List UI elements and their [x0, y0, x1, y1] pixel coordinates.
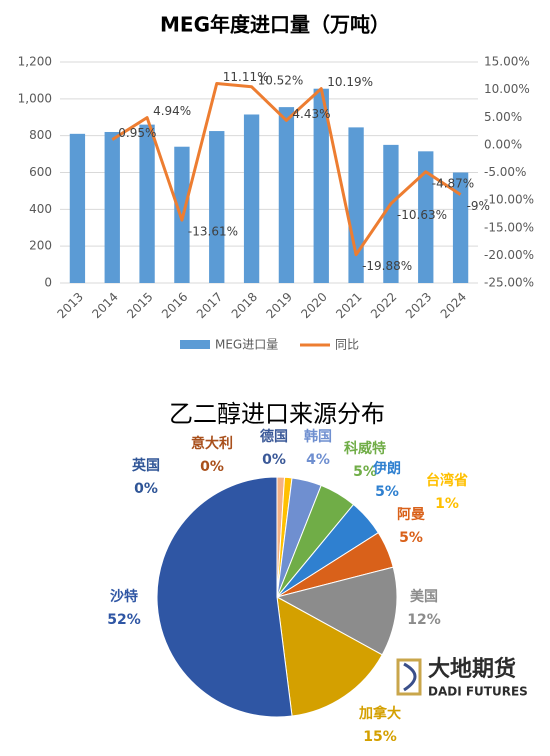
logo-text: 大地期货: [428, 656, 516, 682]
y2-tick-label: -20.00%: [484, 248, 534, 262]
y-tick-label: 1,000: [18, 91, 52, 105]
slice-label: 伊朗: [372, 460, 401, 477]
slice-label: 台湾省: [426, 472, 468, 489]
slice-value: 5%: [399, 530, 423, 546]
pie-slice: [275, 566, 398, 656]
data-label: -10.63%: [397, 208, 447, 222]
slice-value: 5%: [353, 464, 377, 480]
data-label: 4.94%: [153, 104, 191, 118]
bar: [383, 144, 399, 283]
slice-value: 1%: [435, 496, 459, 512]
legend-swatch: [180, 340, 210, 349]
chart-title: 乙二醇进口来源分布: [169, 400, 385, 428]
y-tick-label: 200: [29, 239, 52, 253]
data-label: 10.19%: [327, 75, 373, 89]
x-tick-label: 2015: [124, 290, 155, 321]
data-label: -4.87%: [432, 176, 474, 190]
y2-tick-label: -25.00%: [484, 276, 534, 290]
data-label: 10.52%: [258, 73, 304, 87]
slice-label: 沙特: [110, 588, 138, 605]
bar: [69, 133, 86, 283]
slice-label: 德国: [260, 428, 288, 445]
slice-label: 科威特: [344, 440, 386, 457]
slice-label: 韩国: [304, 428, 332, 445]
slice-value: 4%: [306, 452, 330, 468]
data-label: -9%: [467, 199, 490, 213]
legend-label: 同比: [335, 338, 359, 352]
slice-value: 52%: [107, 612, 141, 628]
bar: [313, 88, 329, 284]
slice-label: 阿曼: [397, 507, 425, 523]
y2-tick-label: 0.00%: [484, 137, 522, 151]
data-label: 0.95%: [118, 126, 156, 140]
slice-value: 0%: [262, 452, 286, 468]
x-tick-label: 2018: [229, 290, 260, 321]
x-tick-label: 2014: [89, 290, 120, 321]
slice-value: 5%: [375, 484, 399, 500]
data-label: 4.43%: [292, 107, 330, 121]
bar: [348, 127, 364, 283]
y-tick-label: 1,200: [18, 55, 52, 69]
x-tick-label: 2019: [264, 290, 295, 321]
bar: [278, 107, 295, 283]
y2-tick-label: -10.00%: [484, 193, 534, 207]
x-tick-label: 2020: [298, 290, 329, 321]
slice-value: 0%: [134, 481, 158, 497]
bar: [104, 131, 120, 283]
x-tick-label: 2023: [403, 290, 434, 321]
data-label: -19.88%: [362, 259, 412, 273]
x-tick-label: 2013: [55, 290, 86, 321]
y2-tick-label: -15.00%: [484, 220, 534, 234]
y2-tick-label: -5.00%: [484, 165, 526, 179]
y2-tick-label: 5.00%: [484, 110, 522, 124]
bar: [139, 124, 155, 283]
slice-label: 加拿大: [358, 705, 401, 722]
slice-label: 英国: [131, 457, 160, 474]
x-tick-label: 2022: [368, 290, 399, 321]
pie-slice: [276, 596, 383, 717]
chart-title: MEG年度进口量（万吨）: [160, 13, 390, 37]
x-tick-label: 2017: [194, 290, 225, 321]
y2-tick-label: 15.00%: [484, 55, 530, 69]
logo-icon: [403, 662, 417, 692]
y2-tick-label: 10.00%: [484, 82, 530, 96]
pie-slice: [156, 476, 293, 718]
slice-label: 意大利: [191, 435, 233, 452]
slice-value: 0%: [200, 459, 224, 475]
slice-label: 美国: [410, 588, 438, 605]
logo-subtitle: DADI FUTURES: [428, 685, 528, 699]
y-tick-label: 800: [29, 128, 52, 142]
logo: [396, 658, 422, 696]
legend-label: MEG进口量: [215, 338, 278, 352]
bar: [452, 172, 469, 283]
bar: [209, 131, 225, 283]
bar: [418, 151, 434, 283]
y-tick-label: 400: [29, 202, 52, 216]
slice-value: 15%: [363, 729, 397, 745]
bar: [243, 114, 260, 283]
x-tick-label: 2021: [333, 290, 364, 321]
data-label: -13.61%: [188, 225, 238, 239]
line: [111, 81, 462, 257]
y-tick-label: 600: [29, 165, 52, 179]
x-tick-label: 2024: [438, 290, 469, 321]
data-label: 11.11%: [223, 70, 269, 84]
x-tick-label: 2016: [159, 290, 190, 321]
y-tick-label: 0: [44, 276, 52, 290]
logo-icon: [396, 658, 422, 696]
slice-value: 12%: [407, 612, 441, 628]
